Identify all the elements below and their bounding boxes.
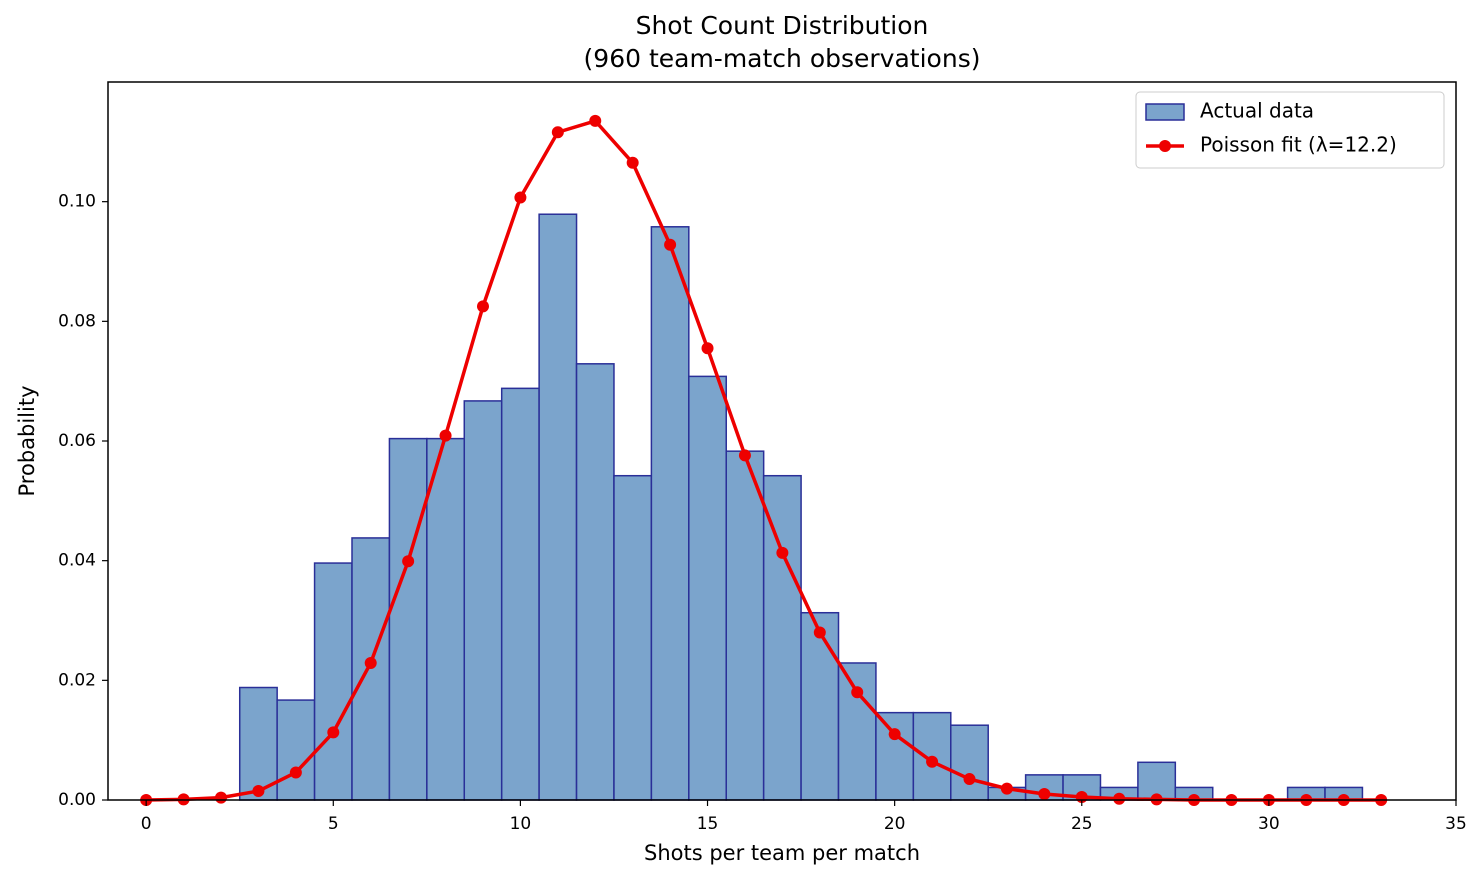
fit-marker	[1113, 792, 1126, 805]
legend-marker	[1159, 140, 1171, 152]
x-tick-label: 20	[884, 814, 906, 834]
legend-swatch	[1145, 103, 1185, 121]
bar	[313, 562, 353, 801]
x-tick-label: 5	[328, 814, 339, 834]
y-tick-label: 0.10	[58, 192, 96, 212]
x-tick-label: 10	[510, 814, 532, 834]
chart-title: Shot Count Distribution	[636, 11, 929, 40]
bar	[276, 699, 316, 801]
fit-marker	[252, 785, 265, 798]
fit-marker	[813, 626, 826, 639]
fit-marker	[589, 114, 602, 127]
x-tick-label: 0	[141, 814, 152, 834]
x-tick-label: 15	[697, 814, 719, 834]
y-tick-label: 0.00	[58, 790, 96, 810]
chart-subtitle: (960 team-match observations)	[584, 44, 981, 73]
fit-marker	[926, 755, 939, 768]
bar	[426, 437, 466, 801]
bar	[500, 387, 540, 801]
bar	[688, 375, 727, 801]
y-tick-label: 0.06	[58, 431, 96, 451]
fit-marker	[327, 726, 340, 739]
legend-box	[1135, 91, 1445, 169]
bar	[613, 474, 653, 801]
fit-marker	[364, 656, 377, 669]
bar	[388, 437, 428, 801]
fit-marker	[514, 191, 527, 204]
fit-marker	[551, 126, 564, 139]
bar	[463, 400, 503, 801]
bar	[538, 213, 578, 801]
fit-marker	[664, 238, 677, 251]
fit-marker	[888, 728, 901, 741]
fit-marker	[215, 791, 228, 804]
bar	[650, 226, 690, 801]
fit-marker	[439, 429, 452, 442]
y-tick-label: 0.08	[58, 311, 96, 331]
x-tick-label: 30	[1258, 814, 1280, 834]
y-tick-label: 0.04	[58, 551, 96, 571]
x-tick-label: 25	[1071, 814, 1093, 834]
y-tick-label: 0.02	[58, 670, 96, 690]
bar	[837, 662, 877, 801]
fit-marker	[1038, 788, 1051, 801]
x-tick-label: 35	[1445, 814, 1467, 834]
legend-label: Poisson fit (λ=12.2)	[1200, 133, 1397, 157]
fit-marker	[402, 555, 415, 568]
fit-marker	[476, 300, 489, 313]
bar	[762, 474, 802, 801]
fit-marker	[289, 766, 302, 779]
fit-marker	[1000, 782, 1013, 795]
x-axis-label: Shots per team per match	[644, 841, 920, 865]
fit-marker	[776, 546, 789, 559]
fit-marker	[701, 342, 714, 355]
bar	[950, 724, 989, 801]
fit-marker	[738, 449, 751, 462]
fit-marker	[963, 773, 976, 786]
bar	[725, 450, 765, 801]
legend-label: Actual data	[1200, 99, 1314, 123]
bar	[238, 686, 278, 801]
bar	[875, 711, 915, 801]
y-axis-label: Probability	[15, 385, 39, 496]
bar	[575, 363, 615, 801]
fit-marker	[851, 686, 864, 699]
bar	[800, 611, 840, 801]
fit-marker	[626, 156, 639, 169]
